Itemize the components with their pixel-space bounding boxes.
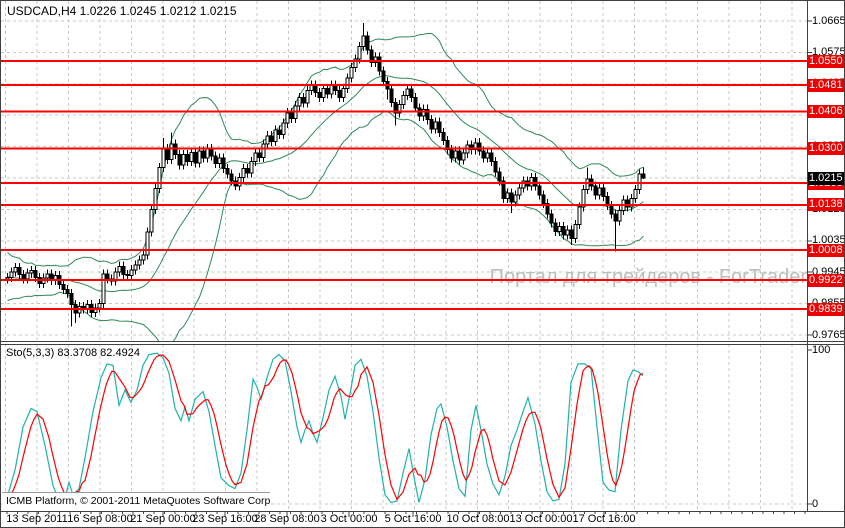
indicator-scale-max-label: 100 [812,343,831,356]
main-chart-pane[interactable] [1,1,807,340]
time-label[interactable]: 28 Sep 08:00 [254,513,320,525]
price-level-tag[interactable]: 1.0406 [808,104,844,118]
indicator-scale-min-label: 0 [812,497,819,510]
price-level-tag[interactable]: 0.9922 [808,273,844,287]
price-level-tag[interactable]: 0.9839 [808,302,844,316]
time-label[interactable]: 3 Oct 00:00 [320,513,378,525]
stochastic-k-line [6,352,644,504]
watermark: Портал для трейдеров - ForTrader [490,266,808,288]
stochastic-lines [6,352,644,504]
bollinger-lower [7,111,644,342]
price-axis-label: 1.0035 [812,234,845,247]
current-price-tag: 1.0215 [808,171,844,185]
bollinger-middle [7,75,644,293]
time-label[interactable]: 23 Sep 16:00 [192,513,258,525]
support-resistance-lines[interactable] [1,60,807,311]
time-label[interactable]: 13 Sep 2011 [6,513,68,525]
bollinger-upper [7,33,644,267]
copyright-bar: ICMB Platform, © 2001-2011 MetaQuotes So… [2,492,270,511]
ohlc-readout: USDCAD,H4 1.0226 1.0245 1.0212 1.0215 [7,4,237,18]
time-label[interactable]: 13 Oct 00:00 [509,513,573,525]
price-level-tag[interactable]: 1.0138 [808,198,844,212]
price-axis-label: 1.0665 [812,14,845,27]
time-label[interactable]: 5 Oct 16:00 [384,513,442,525]
time-label[interactable]: 17 Oct 16:00 [572,513,636,525]
price-axis-label: 0.9765 [812,328,845,341]
price-level-tag[interactable]: 1.0300 [808,141,844,155]
stochastic-label: Sto(5,3,3) 83.3708 82.4924 [6,347,140,359]
price-level-tag[interactable]: 1.0481 [808,78,844,92]
price-level-tag[interactable]: 1.0008 [808,243,844,257]
time-label[interactable]: 16 Sep 08:00 [67,513,133,525]
stochastic-pane[interactable] [1,346,807,511]
bollinger-bands [7,33,644,342]
price-level-tag[interactable]: 1.0550 [808,54,844,68]
stochastic-d-line [6,354,644,501]
time-label[interactable]: 10 Oct 08:00 [446,513,510,525]
time-label[interactable]: 21 Sep 00:00 [130,513,196,525]
